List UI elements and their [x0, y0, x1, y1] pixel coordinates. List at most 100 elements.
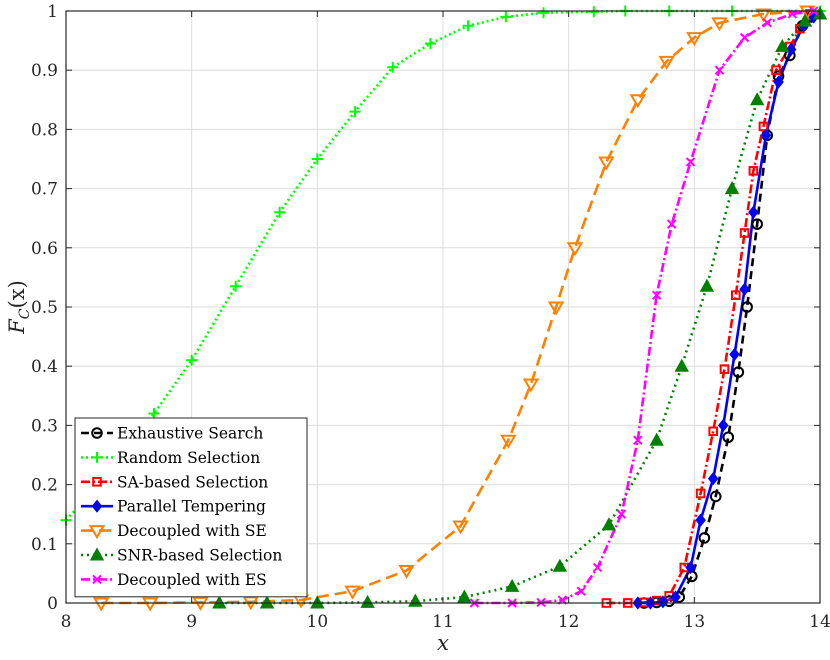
series-marker-2 — [719, 364, 730, 374]
series-marker-5 — [601, 517, 617, 531]
series-marker-4 — [686, 32, 703, 47]
series-marker-5 — [408, 593, 423, 607]
series-marker-1 — [274, 206, 286, 218]
series-line-6 — [474, 9, 814, 605]
series-marker-6 — [714, 65, 725, 75]
legend-marker-2 — [92, 477, 102, 487]
series-marker-1 — [538, 7, 550, 19]
series-marker-1 — [424, 38, 436, 50]
series-marker-0 — [741, 301, 753, 313]
series-marker-4 — [92, 597, 110, 612]
x-tick-label: 11 — [432, 612, 454, 632]
series-line-5 — [219, 12, 821, 605]
legend-box — [74, 417, 308, 598]
series-marker-4 — [500, 434, 517, 449]
legend-marker-1 — [91, 451, 103, 463]
series-marker-2 — [695, 488, 706, 499]
series-marker-1 — [186, 354, 198, 366]
series-marker-5 — [724, 181, 740, 195]
series-marker-4 — [566, 242, 584, 257]
series-marker-2 — [739, 228, 750, 238]
legend-label-3: Parallel Tempering — [117, 498, 266, 516]
legend-marker-5 — [89, 547, 105, 561]
series-marker-3 — [707, 472, 719, 486]
series-marker-6 — [762, 18, 772, 28]
y-axis-label: FC(x) — [5, 280, 33, 335]
series-marker-2 — [731, 290, 741, 300]
series-marker-2 — [748, 166, 759, 176]
x-tick-label: 13 — [684, 612, 706, 632]
y-tick-label: 0 — [47, 594, 58, 614]
legend-label-2: SA-based Selection — [117, 473, 268, 491]
series-marker-4 — [598, 156, 615, 171]
series-marker-6 — [576, 586, 586, 596]
series-marker-1 — [311, 153, 323, 165]
series-marker-1 — [230, 280, 242, 292]
series-marker-2 — [758, 121, 769, 132]
legend-label-1: Random Selection — [117, 449, 260, 467]
legend-marker-6 — [92, 574, 102, 585]
legend-label-5: SNR-based Selection — [117, 547, 282, 565]
x-tick-label: 10 — [307, 612, 329, 632]
legend-label-4: Decoupled with SE — [117, 522, 267, 540]
series-marker-6 — [667, 219, 677, 229]
series-marker-4 — [658, 55, 675, 70]
y-tick-label: 1 — [47, 2, 58, 22]
y-tick-label: 0.9 — [31, 61, 58, 81]
series-marker-5 — [552, 558, 568, 572]
series-marker-0 — [732, 366, 745, 378]
x-tick-label: 9 — [186, 612, 197, 632]
series-marker-4 — [629, 94, 647, 109]
series-marker-5 — [775, 38, 790, 53]
series-marker-4 — [711, 17, 728, 32]
series-marker-6 — [739, 32, 750, 43]
series-marker-0 — [722, 431, 735, 444]
series-marker-0 — [686, 570, 698, 583]
series-marker-6 — [685, 157, 696, 167]
x-axis-ticks: 8 9 10 11 12 13 14 — [61, 11, 830, 632]
series-marker-6 — [616, 509, 627, 519]
series-marker-4 — [452, 520, 469, 535]
legend-label-6: Decoupled with ES — [117, 571, 267, 589]
series-marker-3 — [670, 590, 681, 604]
x-axis-label: x — [437, 631, 449, 655]
x-tick-label: 12 — [558, 612, 580, 632]
legend-marker-3 — [91, 499, 103, 513]
series-marker-5 — [797, 13, 813, 27]
y-tick-label: 0.5 — [31, 298, 58, 318]
series-marker-0 — [751, 218, 763, 230]
series-marker-1 — [462, 20, 474, 32]
series-marker-6 — [651, 290, 662, 300]
y-tick-label: 0.3 — [31, 416, 58, 436]
series-marker-3 — [729, 347, 740, 361]
x-tick-label: 14 — [809, 612, 830, 632]
y-tick-label: 0.8 — [31, 120, 58, 140]
series-marker-0 — [709, 490, 722, 503]
y-tick-label: 0.4 — [31, 357, 58, 377]
series-marker-5 — [360, 594, 375, 608]
legend: Exhaustive Search Random Selection SA-base… — [74, 417, 308, 598]
series-marker-1 — [349, 106, 361, 118]
y-axis-ticks: 0 0.1 0.2 0.3 0.4 0.5 0.6 0.7 0.8 0.9 1 — [31, 2, 820, 614]
y-tick-label: 0.2 — [31, 476, 58, 496]
series-marker-4 — [547, 301, 565, 316]
series-marker-5 — [749, 92, 765, 106]
series-line-3 — [637, 15, 815, 605]
x-tick-label: 8 — [61, 612, 72, 632]
series-marker-2 — [708, 426, 718, 437]
legend-marker-4 — [88, 525, 106, 540]
series-marker-4 — [141, 597, 159, 612]
series-marker-1 — [500, 11, 512, 23]
legend-marker-0 — [91, 427, 103, 439]
series-marker-5 — [457, 589, 472, 603]
series-marker-0 — [698, 532, 711, 544]
series-marker-3 — [717, 418, 729, 433]
series-marker-4 — [522, 378, 540, 393]
y-tick-label: 0.7 — [31, 180, 58, 200]
series-marker-1 — [148, 408, 160, 420]
series-marker-3 — [739, 282, 750, 296]
series-marker-2 — [771, 65, 781, 76]
series-marker-5 — [649, 432, 664, 446]
series-marker-3 — [773, 75, 784, 89]
